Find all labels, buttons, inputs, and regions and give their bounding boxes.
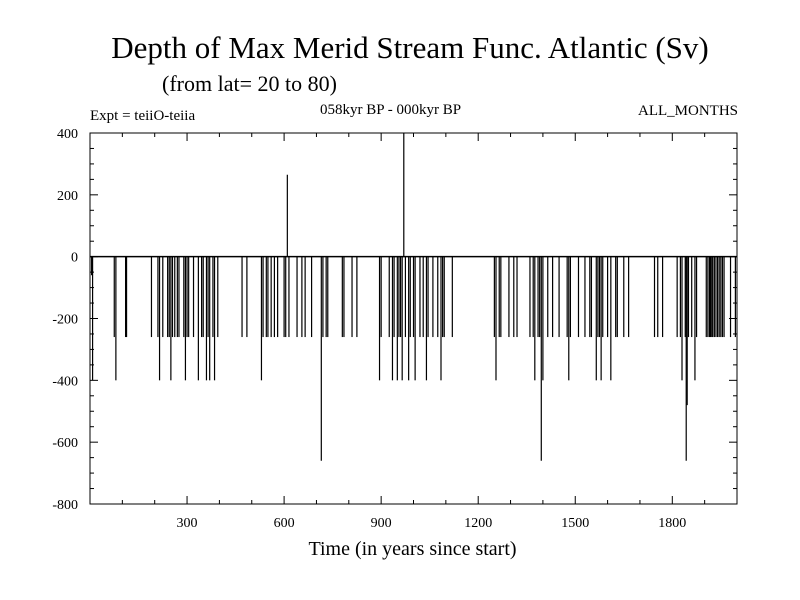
x-tick-label: 1800 [658, 516, 686, 531]
x-tick-label: 900 [371, 516, 392, 531]
y-tick-label: 200 [57, 189, 78, 204]
y-tick-label: 400 [57, 127, 78, 142]
experiment-label: Expt = teiiO-teiia [90, 108, 196, 124]
y-tick-label: -600 [52, 436, 78, 451]
chart-subtitle: (from lat= 20 to 80) [162, 71, 337, 96]
y-tick-label: -200 [52, 313, 78, 328]
axes: -800 -600 -400 -200 0 200 400 300 600 900 1200 1500… [52, 127, 738, 531]
x-tick-label: 600 [274, 516, 295, 531]
months-label: ALL_MONTHS [638, 103, 738, 119]
y-tick-label: -800 [52, 498, 78, 513]
y-tick-label: -400 [52, 374, 78, 389]
x-axis-label: Time (in years since start) [308, 538, 517, 560]
chart-title: Depth of Max Merid Stream Func. Atlantic… [111, 30, 709, 65]
x-tick-label: 1500 [561, 516, 589, 531]
x-tick-label: 1200 [464, 516, 492, 531]
x-tick-label: 300 [177, 516, 198, 531]
period-label: 058kyr BP - 000kyr BP [320, 102, 462, 118]
bar-series [91, 133, 736, 461]
y-tick-label: 0 [71, 251, 78, 266]
